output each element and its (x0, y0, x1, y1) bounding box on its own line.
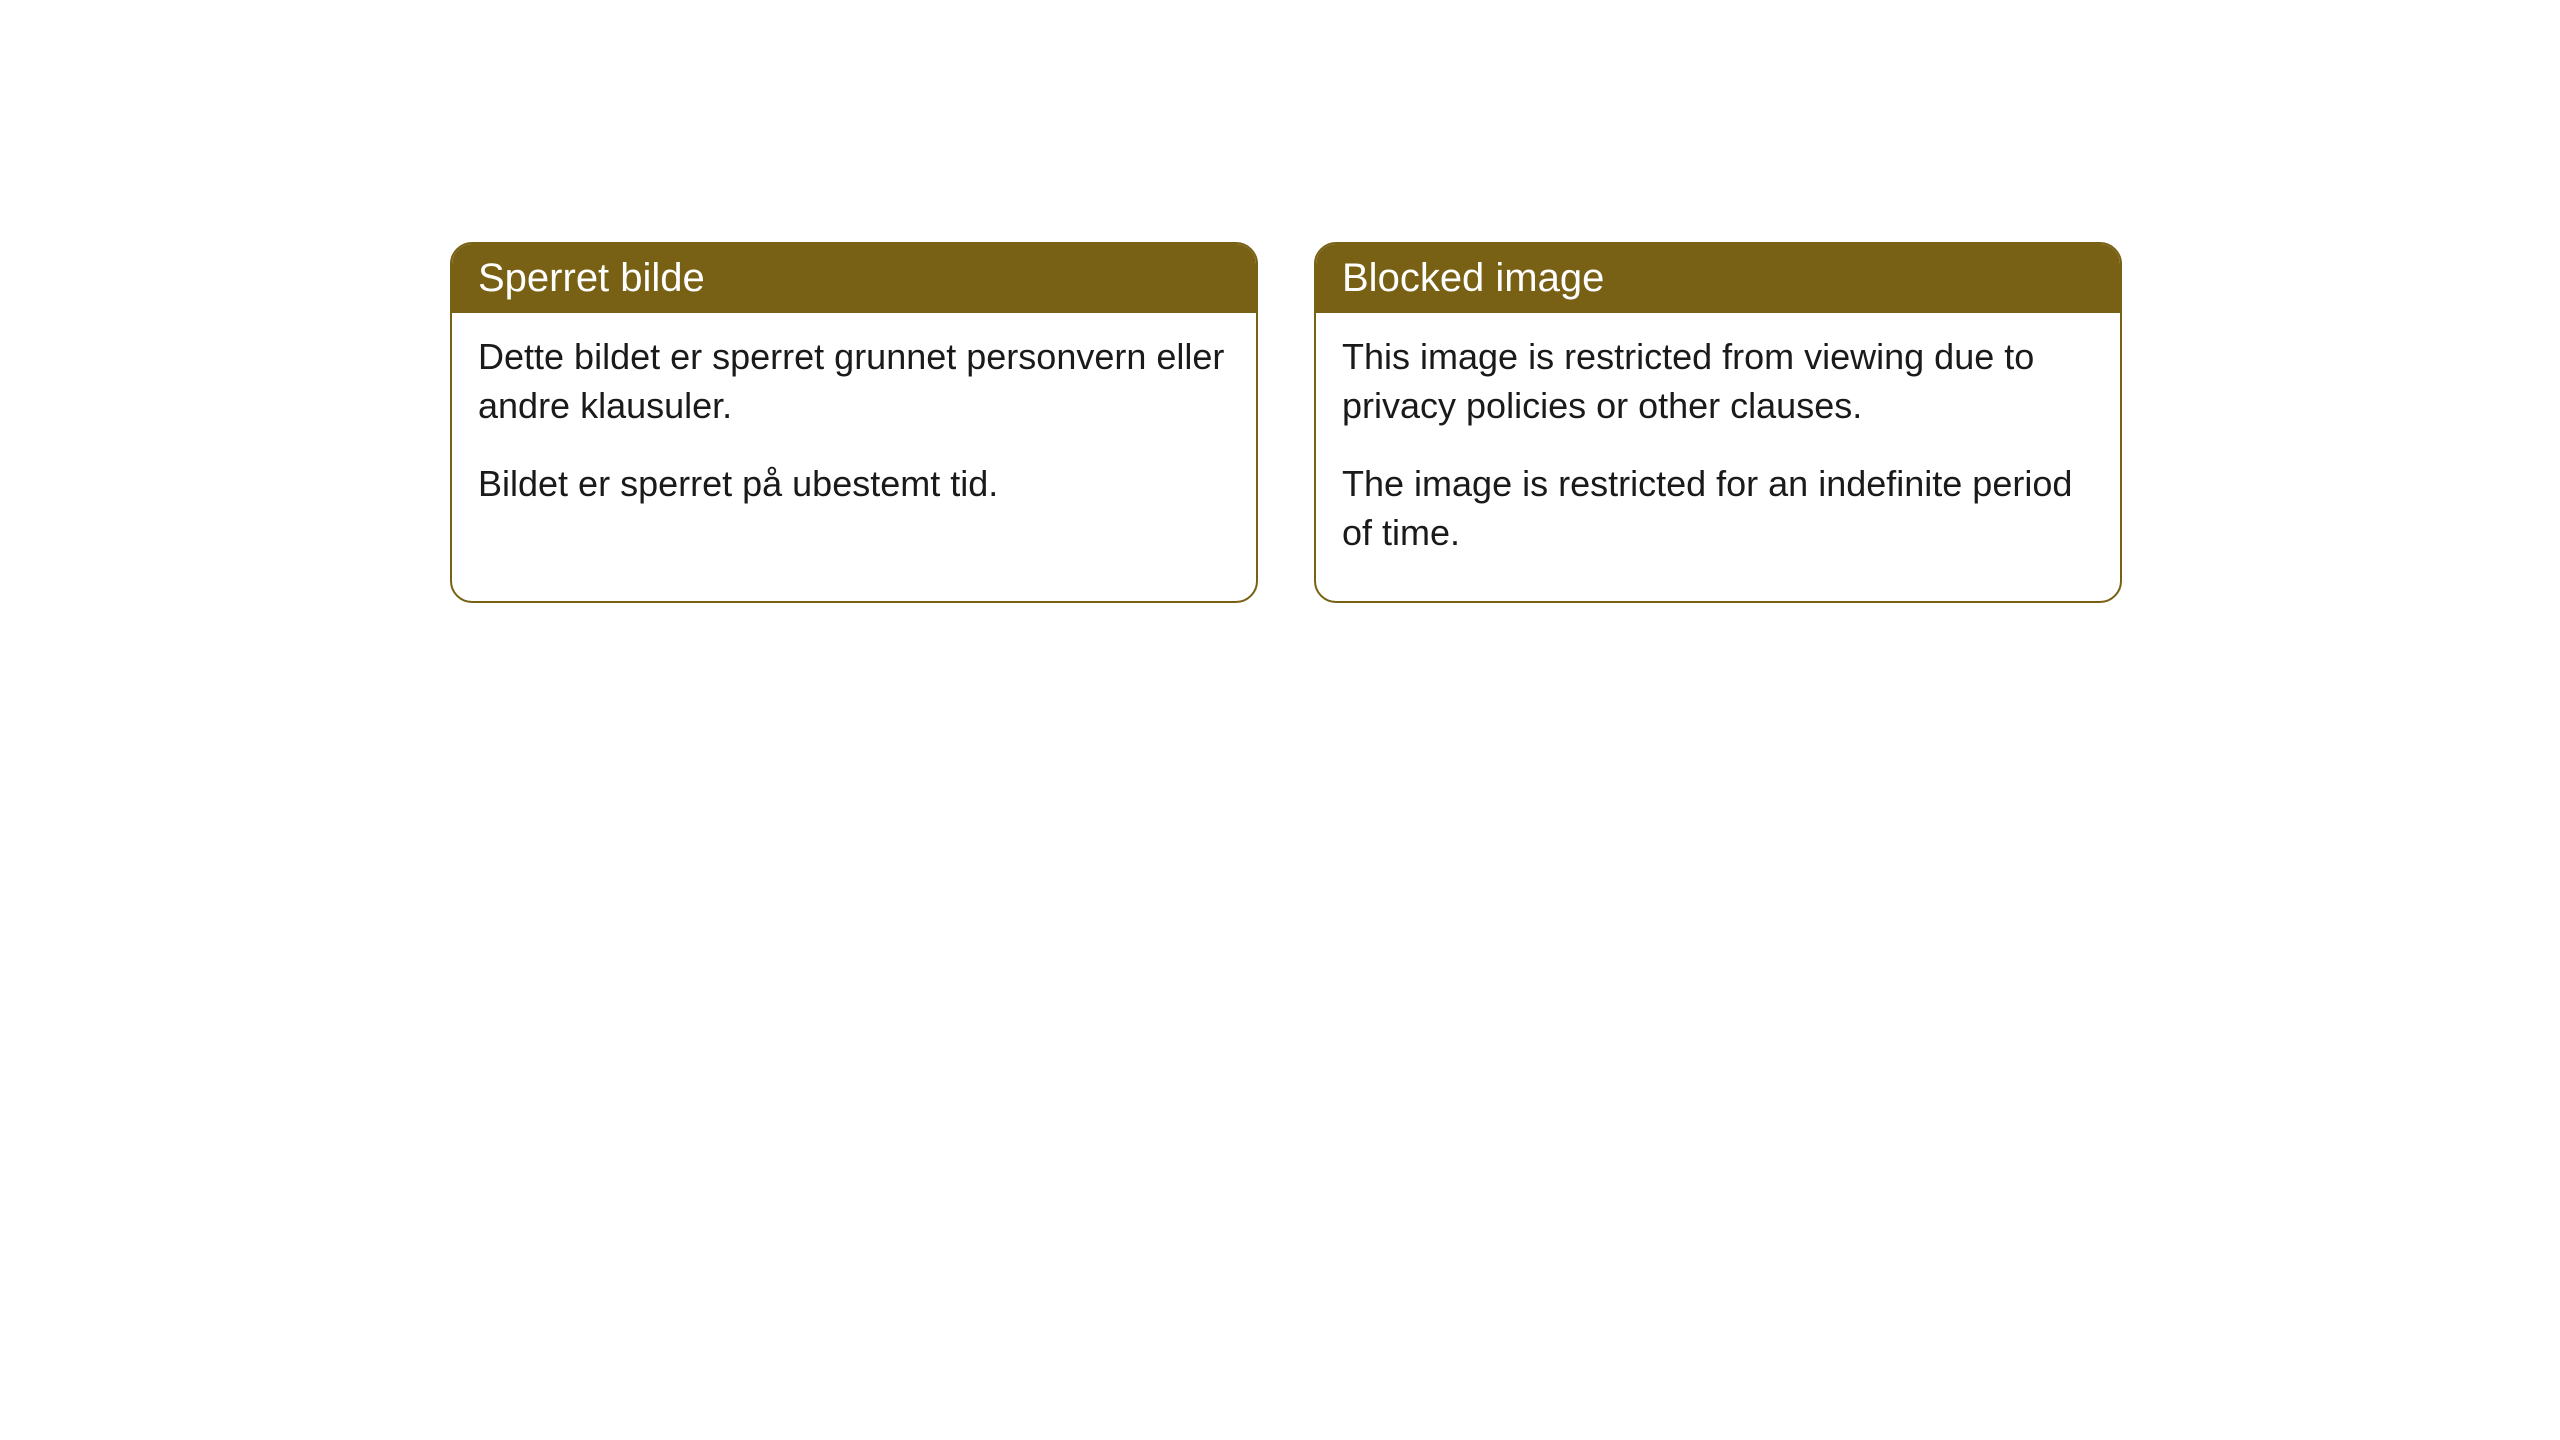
card-norwegian-text-1: Dette bildet er sperret grunnet personve… (478, 333, 1230, 430)
card-norwegian: Sperret bilde Dette bildet er sperret gr… (450, 242, 1258, 603)
card-norwegian-text-2: Bildet er sperret på ubestemt tid. (478, 460, 1230, 509)
card-english-header: Blocked image (1316, 244, 2120, 313)
card-norwegian-title: Sperret bilde (478, 256, 705, 300)
card-norwegian-header: Sperret bilde (452, 244, 1256, 313)
card-english-text-1: This image is restricted from viewing du… (1342, 333, 2094, 430)
card-english: Blocked image This image is restricted f… (1314, 242, 2122, 603)
card-norwegian-body: Dette bildet er sperret grunnet personve… (452, 313, 1256, 553)
card-english-text-2: The image is restricted for an indefinit… (1342, 460, 2094, 557)
cards-container: Sperret bilde Dette bildet er sperret gr… (450, 242, 2122, 603)
card-english-body: This image is restricted from viewing du… (1316, 313, 2120, 601)
card-english-title: Blocked image (1342, 256, 1604, 300)
